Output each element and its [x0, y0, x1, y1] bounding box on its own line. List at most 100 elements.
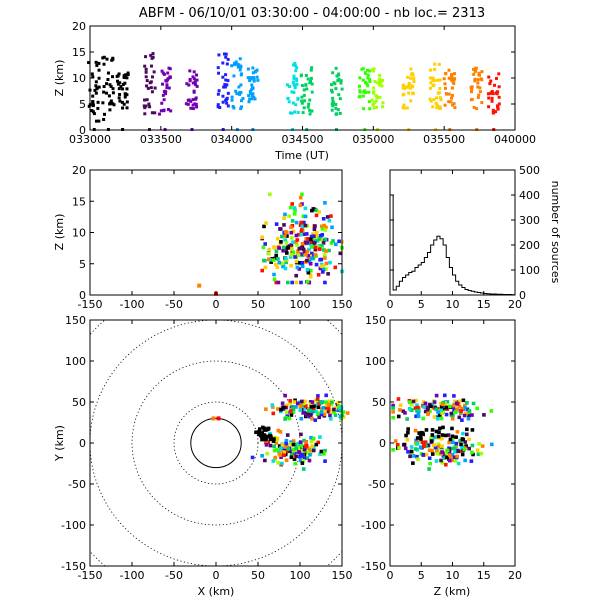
plan-view-source-point — [284, 441, 288, 446]
time-height-source-point — [472, 105, 476, 109]
time-height-source-point — [300, 99, 304, 103]
plan-view-source-point — [302, 438, 306, 443]
time-height-source-point — [101, 101, 105, 105]
time-height-source-point — [476, 78, 480, 82]
altitude-histogram-line — [389, 194, 515, 296]
time-height-source-point — [217, 53, 221, 57]
z-y-source-point — [402, 442, 407, 447]
time-height-source-point — [368, 79, 372, 83]
time-height-source-point — [94, 91, 98, 95]
z-y-source-point — [447, 440, 451, 445]
time-height-source-point — [162, 90, 166, 94]
plan-view-sources — [211, 393, 350, 471]
x-height-source-point — [304, 237, 308, 241]
z-y-source-point — [421, 432, 426, 437]
z-y-source-point — [430, 448, 434, 453]
plan-view-source-point — [260, 437, 264, 442]
z-y-source-point — [470, 450, 474, 455]
time-height-source-point — [370, 98, 374, 102]
time-height-source-point — [375, 96, 379, 100]
time-height-source-point — [252, 76, 256, 80]
plan-view-source-point — [276, 428, 281, 433]
time-height-source-point — [435, 106, 439, 110]
plan-view-source-point — [332, 407, 336, 412]
z-y-source-point — [430, 433, 435, 437]
x-height-source-point — [283, 248, 287, 253]
time-height-source-point — [226, 104, 230, 108]
plan-view-source-point — [268, 443, 273, 448]
time-height-source-point — [252, 95, 256, 99]
time-height-source-point — [496, 107, 500, 111]
z-y-source-point — [448, 404, 452, 409]
time-height-source-point — [473, 77, 477, 81]
time-height-source-point — [447, 92, 451, 96]
x-height-source-point — [309, 245, 314, 249]
x-height-source-point — [309, 234, 314, 239]
z-y-source-point — [457, 404, 462, 409]
range-ring-group — [90, 320, 342, 566]
x-height-source-point — [295, 265, 300, 270]
z-y-source-point — [425, 407, 430, 412]
z-y-source-point — [470, 443, 475, 448]
z-y-source-point — [439, 408, 443, 413]
time-height-source-point — [194, 83, 198, 87]
time-height-source-point — [121, 87, 125, 91]
z-y-source-point — [404, 433, 408, 438]
time-height-ground-point — [291, 127, 295, 131]
plan-view-source-point — [329, 417, 333, 421]
time-height-source-point — [406, 75, 410, 79]
time-height-source-point — [299, 74, 303, 78]
z-y-source-point — [414, 414, 418, 419]
x-height-source-point — [312, 227, 317, 232]
plan-view-source-point — [300, 448, 304, 453]
time-height-source-point — [445, 92, 449, 96]
time-height-source-point — [496, 105, 500, 109]
time-height-source-point — [337, 93, 341, 97]
plan-view-source-point — [345, 411, 350, 415]
time-height-source-point — [230, 95, 234, 99]
x-height-source-point — [305, 258, 309, 263]
z-y-source-point — [418, 434, 423, 439]
z-y-source-point — [431, 435, 436, 440]
time-height-source-point — [378, 73, 382, 77]
z-y-source-point — [467, 446, 471, 451]
z-y-source-point — [451, 403, 456, 408]
x-height-source-point — [299, 246, 304, 251]
x-height-source-point — [291, 252, 296, 257]
time-height-source-point — [309, 76, 313, 80]
z-y-source-point — [433, 445, 438, 450]
histogram-ytick-label: 200 — [519, 239, 540, 252]
plan-view-source-point — [319, 412, 324, 417]
x-height-source-point — [301, 247, 306, 252]
x-height-source-point — [262, 258, 266, 263]
plan-view-source-point — [291, 439, 296, 443]
plan-view-source-point — [285, 433, 290, 437]
time-height-source-point — [147, 102, 151, 106]
time-height-source-point — [160, 101, 164, 105]
plan-view-xtick-label: 150 — [332, 569, 353, 582]
z-y-source-point — [411, 461, 415, 465]
x-height-xtick-label: 100 — [290, 298, 311, 311]
x-height-source-point — [300, 224, 305, 229]
time-height-source-point — [235, 92, 239, 96]
time-height-source-point — [144, 55, 148, 59]
z-y-ytick-label: 100 — [365, 355, 386, 368]
time-height-source-point — [412, 79, 416, 83]
time-height-source-point — [470, 97, 474, 101]
x-height-source-point — [295, 243, 299, 247]
time-height-source-point — [165, 86, 169, 90]
plan-view-source-point — [308, 449, 313, 454]
time-height-source-point — [410, 72, 414, 76]
x-height-source-point — [315, 234, 320, 239]
time-height-source-point — [367, 90, 371, 94]
plan-view-source-point — [297, 450, 301, 454]
time-height-source-point — [293, 61, 297, 65]
time-height-source-point — [497, 72, 501, 76]
plan-view-source-point — [315, 412, 320, 417]
x-height-source-point — [310, 251, 314, 256]
plan-view-source-point — [285, 403, 289, 408]
time-height-source-point — [470, 87, 474, 91]
time-height-source-point — [118, 81, 122, 85]
time-height-source-point — [401, 86, 405, 90]
